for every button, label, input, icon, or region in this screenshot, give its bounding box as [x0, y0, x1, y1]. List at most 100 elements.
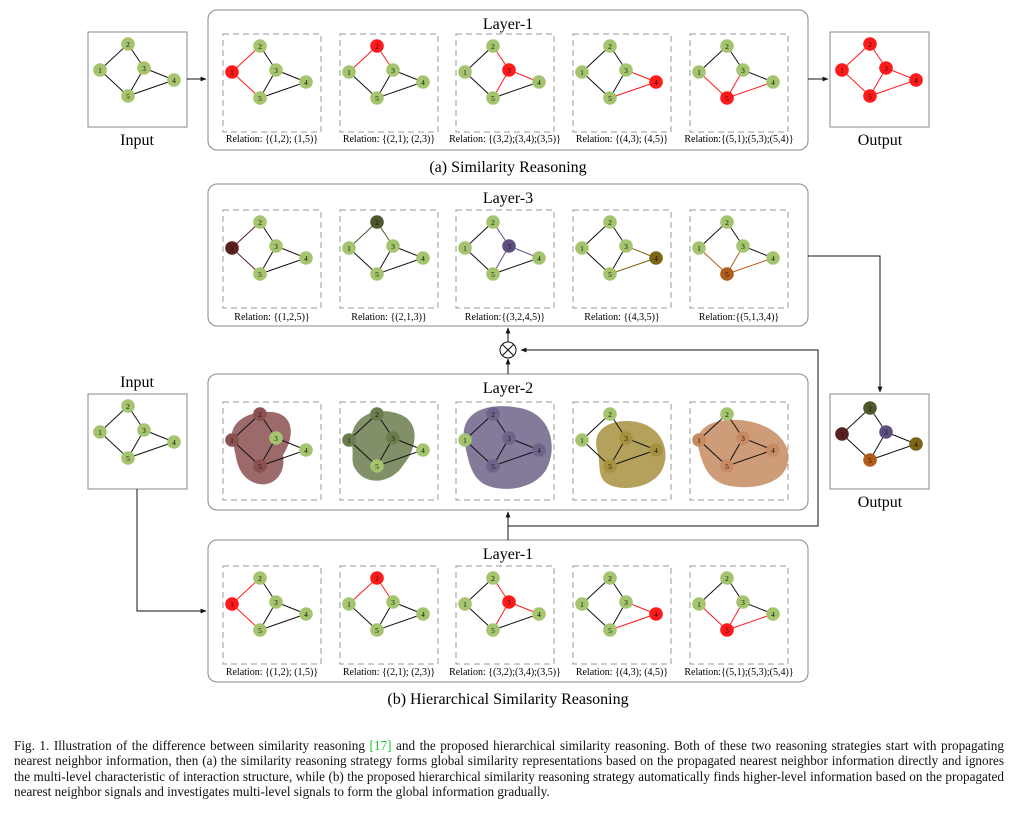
graph-node-label: 3 — [274, 66, 278, 75]
graph-node — [93, 63, 107, 77]
graph-node-label: 1 — [230, 600, 234, 609]
layer2-graph: 1 2 3 4 5 — [342, 407, 430, 473]
graph-node — [167, 73, 181, 87]
layer1-graph-b: 1 2 3 4 5 — [458, 571, 546, 637]
graph-node — [863, 453, 877, 467]
layer2-box-title: Layer-2 — [483, 380, 533, 397]
graph-node — [619, 595, 633, 609]
graph-node — [486, 267, 500, 281]
graph-node-label: 2 — [608, 574, 612, 583]
graph-node-label: 2 — [258, 410, 262, 419]
graph-node-label: 4 — [537, 446, 541, 455]
graph-node-label: 3 — [884, 64, 888, 73]
graph-node-label: 2 — [725, 42, 729, 51]
graph-edge — [492, 449, 540, 467]
graph-node — [619, 63, 633, 77]
graph-panel — [339, 33, 439, 133]
graph-edge — [259, 81, 307, 99]
graph-node — [720, 407, 734, 421]
arrow-layer1-skip-to-combine — [508, 347, 819, 527]
graph-node-label: 2 — [725, 410, 729, 419]
graph-node-label: 1 — [580, 244, 584, 253]
graph-panel — [222, 401, 322, 501]
graph-node-label: 1 — [347, 244, 351, 253]
graph-node-label: 1 — [230, 244, 234, 253]
graph-node — [720, 39, 734, 53]
graph-node — [253, 571, 267, 585]
graph-node-label: 5 — [491, 462, 495, 471]
citation-link[interactable]: [17] — [369, 738, 392, 753]
graph-edge — [376, 449, 424, 467]
graph-node — [736, 63, 750, 77]
graph-node-label: 1 — [840, 66, 844, 75]
graph-node — [342, 433, 356, 447]
graph-node — [649, 75, 663, 89]
graph-node-label: 2 — [491, 42, 495, 51]
graph-edge — [609, 449, 657, 467]
graph-edge — [492, 257, 540, 275]
graph-node — [603, 91, 617, 105]
graph-node — [458, 65, 472, 79]
graph-node-label: 4 — [421, 446, 425, 455]
graph-node-label: 2 — [258, 574, 262, 583]
graph-node-label: 2 — [126, 40, 130, 49]
graph-node — [736, 595, 750, 609]
layer1-graph-b: 1 2 3 4 5 — [575, 571, 663, 637]
graph-node — [532, 607, 546, 621]
graph-node — [386, 595, 400, 609]
graph-node-label: 2 — [491, 410, 495, 419]
graph-node-label: 4 — [914, 440, 918, 449]
graph-node — [342, 65, 356, 79]
graph-node — [766, 443, 780, 457]
graph-node — [909, 73, 923, 87]
layer2-cluster-blob — [463, 406, 552, 489]
graph-node — [692, 65, 706, 79]
graph-node-label: 4 — [304, 78, 308, 87]
graph-edge — [609, 257, 657, 275]
graph-edge — [609, 613, 657, 631]
graph-node — [720, 215, 734, 229]
input-graph-a: 1 2 3 4 5 — [93, 37, 181, 103]
arrow-layer3-to-output-b — [808, 255, 883, 393]
graph-node — [137, 423, 151, 437]
layer1-graph-a: 1 2 3 4 5 — [575, 39, 663, 105]
graph-node — [121, 37, 135, 51]
graph-panel — [455, 565, 555, 665]
input-label-b: Input — [120, 374, 154, 391]
graph-node-label: 3 — [624, 242, 628, 251]
graph-node-label: 3 — [274, 598, 278, 607]
graph-node — [370, 459, 384, 473]
graph-node-label: 3 — [274, 242, 278, 251]
graph-node-label: 3 — [507, 242, 511, 251]
graph-node-label: 5 — [126, 454, 130, 463]
relation-label-b: Relation: {(3,2);(3,4);(3,5)} — [449, 667, 561, 678]
graph-node-label: 4 — [537, 610, 541, 619]
graph-node — [299, 607, 313, 621]
graph-node-label: 2 — [258, 42, 262, 51]
graph-node — [603, 39, 617, 53]
graph-node — [502, 239, 516, 253]
graph-node — [253, 459, 267, 473]
graph-node-label: 3 — [741, 242, 745, 251]
graph-node — [416, 75, 430, 89]
graph-node-label: 1 — [463, 436, 467, 445]
graph-edge — [726, 613, 774, 631]
cluster-region — [463, 406, 552, 489]
graph-node-label: 5 — [608, 270, 612, 279]
graph-node — [93, 425, 107, 439]
graph-node-label: 5 — [608, 94, 612, 103]
graph-node-label: 5 — [491, 94, 495, 103]
graph-node-label: 5 — [258, 462, 262, 471]
graph-node-label: 2 — [608, 410, 612, 419]
graph-panel — [455, 401, 555, 501]
graph-edge — [492, 613, 540, 631]
graph-edge — [609, 81, 657, 99]
subcaption-a: (a) Similarity Reasoning — [429, 159, 586, 176]
figure: 1 2 3 4 5 Input Layer-1 1 2 3 4 5 Relation: {(1,2); … — [87, 9, 930, 708]
layer2-cluster-blob — [351, 411, 415, 481]
graph-node — [370, 407, 384, 421]
graph-node — [692, 597, 706, 611]
graph-node — [502, 63, 516, 77]
layer1-graph-a: 1 2 3 4 5 — [458, 39, 546, 105]
graph-node — [619, 239, 633, 253]
